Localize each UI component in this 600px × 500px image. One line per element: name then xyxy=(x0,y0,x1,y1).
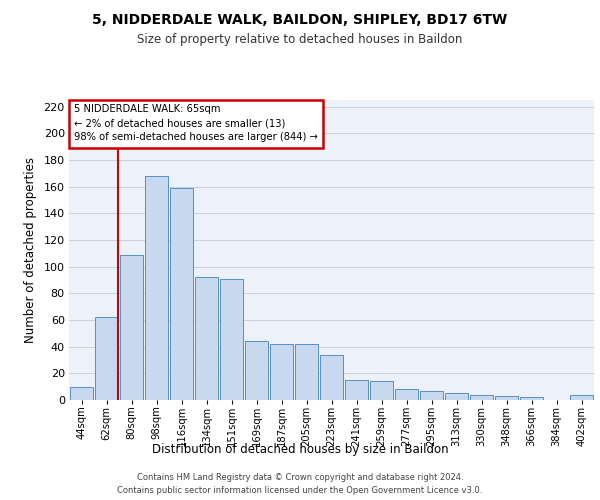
Text: Contains public sector information licensed under the Open Government Licence v3: Contains public sector information licen… xyxy=(118,486,482,495)
Bar xyxy=(494,396,518,400)
Bar xyxy=(194,278,218,400)
Text: 5, NIDDERDALE WALK, BAILDON, SHIPLEY, BD17 6TW: 5, NIDDERDALE WALK, BAILDON, SHIPLEY, BD… xyxy=(92,12,508,26)
Bar xyxy=(269,344,293,400)
Bar xyxy=(245,342,268,400)
Text: Distribution of detached houses by size in Baildon: Distribution of detached houses by size … xyxy=(152,442,448,456)
Bar xyxy=(220,278,244,400)
Bar xyxy=(520,398,544,400)
Y-axis label: Number of detached properties: Number of detached properties xyxy=(23,157,37,343)
Bar xyxy=(295,344,319,400)
Bar xyxy=(370,382,394,400)
Bar xyxy=(395,390,418,400)
Text: Size of property relative to detached houses in Baildon: Size of property relative to detached ho… xyxy=(137,32,463,46)
Bar xyxy=(119,254,143,400)
Bar xyxy=(569,394,593,400)
Bar xyxy=(95,318,118,400)
Bar xyxy=(320,354,343,400)
Bar xyxy=(70,386,94,400)
Text: 5 NIDDERDALE WALK: 65sqm
← 2% of detached houses are smaller (13)
98% of semi-de: 5 NIDDERDALE WALK: 65sqm ← 2% of detache… xyxy=(74,104,318,142)
Text: Contains HM Land Registry data © Crown copyright and database right 2024.: Contains HM Land Registry data © Crown c… xyxy=(137,472,463,482)
Bar xyxy=(344,380,368,400)
Bar xyxy=(170,188,193,400)
Bar xyxy=(419,390,443,400)
Bar xyxy=(145,176,169,400)
Bar xyxy=(470,394,493,400)
Bar xyxy=(445,394,469,400)
